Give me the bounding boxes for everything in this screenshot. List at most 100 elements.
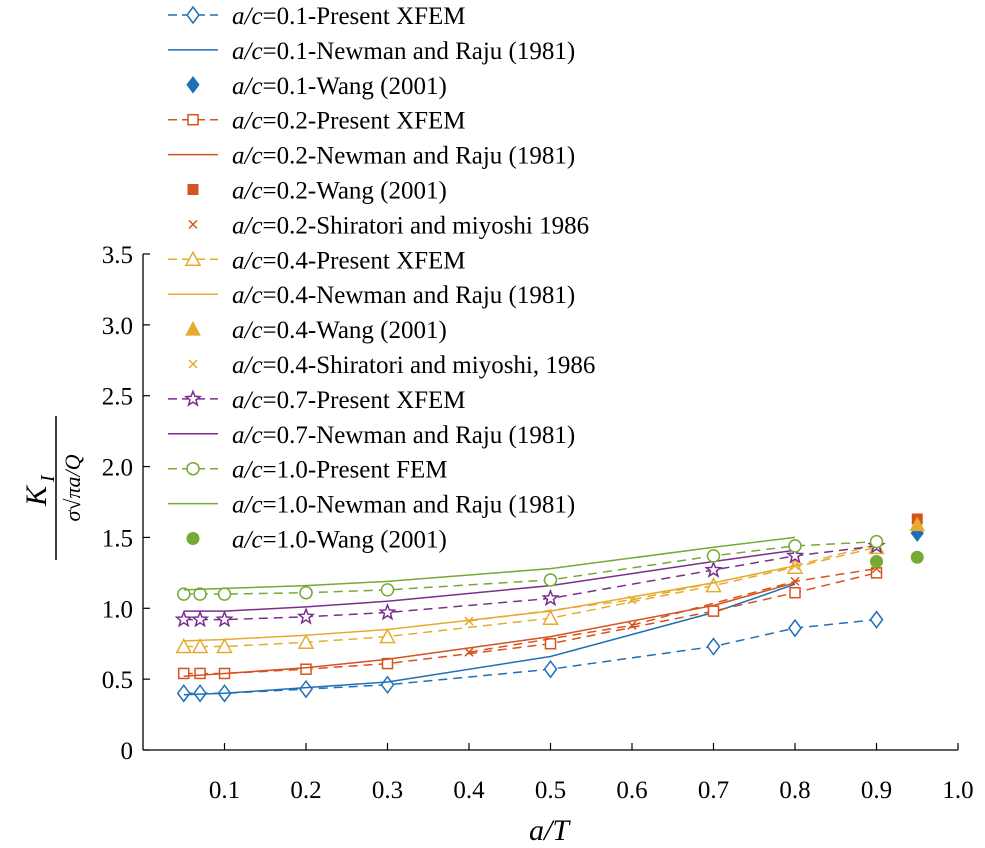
- legend-marker: [187, 113, 199, 126]
- data-point: [706, 549, 721, 563]
- data-point: [378, 602, 397, 621]
- data-point: [790, 576, 800, 586]
- legend-label: a/c=0.7-Present XFEM: [232, 387, 466, 414]
- data-point: [299, 679, 313, 699]
- data-point: [300, 663, 312, 675]
- data-point: [704, 560, 723, 578]
- legend-label: a/c=0.1-Present XFEM: [232, 3, 466, 30]
- legend-label: a/c=0.2-Shiratori and miyoshi 1986: [232, 212, 589, 239]
- legend-entry: a/c=1.0-Newman and Raju (1981): [168, 492, 575, 519]
- y-tick-label: 2.0: [102, 455, 133, 482]
- data-point: [627, 620, 637, 630]
- series-1: [176, 610, 884, 703]
- data-point: [296, 607, 316, 625]
- data-point: [216, 637, 233, 654]
- y-tick-label: 0: [121, 738, 134, 765]
- x-tick-label: 0.7: [698, 777, 729, 804]
- legend-marker: [187, 184, 199, 195]
- data-point: [175, 637, 193, 654]
- legend-entry: a/c=0.7-Newman and Raju (1981): [168, 422, 575, 449]
- legend-marker: [183, 389, 203, 407]
- series-line: [183, 549, 796, 612]
- data-point: [297, 633, 315, 650]
- chart-series-layer: [174, 513, 926, 703]
- data-point: [627, 595, 637, 605]
- data-point: [380, 583, 395, 597]
- x-tick-label: 0.6: [616, 777, 647, 804]
- legend-label: a/c=1.0-Newman and Raju (1981): [232, 492, 575, 519]
- legend-label: a/c=1.0-Wang (2001): [232, 527, 447, 554]
- legend-entry: a/c=0.7-Present XFEM: [168, 387, 466, 414]
- series-15: [183, 536, 796, 591]
- series-13: [183, 549, 796, 612]
- series-10: [909, 516, 926, 532]
- data-point: [194, 667, 206, 680]
- data-point: [299, 585, 313, 600]
- legend-entry: a/c=0.2-Wang (2001): [187, 178, 447, 205]
- legend-label: a/c=0.4-Wang (2001): [232, 317, 447, 344]
- y-tick-label: 1.5: [102, 525, 133, 552]
- x-tick-label: 0.8: [779, 777, 810, 804]
- legend-entry: a/c=0.1-Wang (2001): [186, 73, 447, 100]
- data-point: [215, 610, 234, 628]
- data-point: [174, 609, 193, 628]
- data-point: [541, 588, 560, 607]
- legend-marker: [184, 250, 202, 267]
- series-5: [183, 582, 796, 678]
- x-tick-label: 0.1: [209, 777, 240, 804]
- data-point: [178, 667, 190, 680]
- series-4: [178, 567, 883, 680]
- x-axis-title: a/T: [529, 814, 571, 847]
- series-line: [183, 572, 877, 675]
- legend-entry: a/c=1.0-Present FEM: [168, 457, 447, 484]
- data-point: [544, 637, 557, 650]
- legend-marker: [186, 461, 200, 476]
- legend-label: a/c=0.2-Wang (2001): [232, 178, 447, 205]
- data-point: [177, 587, 191, 601]
- x-tick-label: 0.3: [372, 777, 403, 804]
- data-point: [706, 637, 721, 656]
- x-tick-label: 0.4: [453, 777, 485, 804]
- data-point: [543, 573, 558, 587]
- series-line: [468, 543, 877, 622]
- data-point: [464, 647, 474, 657]
- x-tick-label: 1.0: [942, 777, 973, 804]
- y-tick-label: 1.0: [102, 596, 133, 623]
- legend-marker: [188, 219, 198, 229]
- legend-marker: [185, 321, 201, 336]
- data-point: [870, 555, 883, 569]
- legend-entry: a/c=0.1-Newman and Raju (1981): [168, 38, 575, 65]
- legend-entry: a/c=0.2-Newman and Raju (1981): [168, 143, 575, 170]
- y-tick-label: 0.5: [102, 667, 133, 694]
- x-tick-label: 0.2: [290, 777, 321, 804]
- legend-entry: a/c=0.4-Shiratori and miyoshi, 1986: [188, 352, 595, 379]
- legend-label: a/c=1.0-Present FEM: [232, 457, 447, 484]
- series-14: [177, 534, 884, 601]
- y-axis-title-numerator: K: [20, 484, 53, 507]
- series-line: [183, 536, 796, 591]
- legend-marker: [186, 75, 200, 94]
- data-point: [869, 534, 884, 549]
- legend-marker: [186, 5, 200, 25]
- data-point: [542, 609, 559, 625]
- data-point: [193, 684, 207, 703]
- data-point: [707, 605, 720, 617]
- chart-axes: 0.1 0.2 0.3 0.4 0.5 0.6 0.7 0.8 0.9 1.0 0 0.5 1.0 1.5…: [102, 242, 974, 804]
- legend-entry: a/c=0.4-Newman and Raju (1981): [168, 282, 575, 309]
- y-axis-title-subscript: I: [37, 474, 59, 483]
- legend-label: a/c=0.1-Wang (2001): [232, 73, 447, 100]
- data-point: [193, 587, 207, 601]
- legend-label: a/c=0.7-Newman and Raju (1981): [232, 422, 575, 449]
- data-point: [869, 610, 884, 629]
- x-tick-label: 0.9: [861, 777, 892, 804]
- series-2: [183, 583, 796, 696]
- y-axis-title: K I σ√πa/Q: [20, 416, 85, 560]
- y-tick-label: 3.0: [102, 313, 133, 340]
- x-tick-label: 0.5: [535, 777, 566, 804]
- legend-entry: a/c=0.4-Wang (2001): [185, 317, 447, 344]
- legend-label: a/c=0.4-Shiratori and miyoshi, 1986: [232, 352, 595, 379]
- legend-label: a/c=0.1-Newman and Raju (1981): [232, 38, 575, 65]
- series-line: [183, 582, 796, 678]
- legend-entry: a/c=0.2-Shiratori and miyoshi 1986: [188, 212, 589, 239]
